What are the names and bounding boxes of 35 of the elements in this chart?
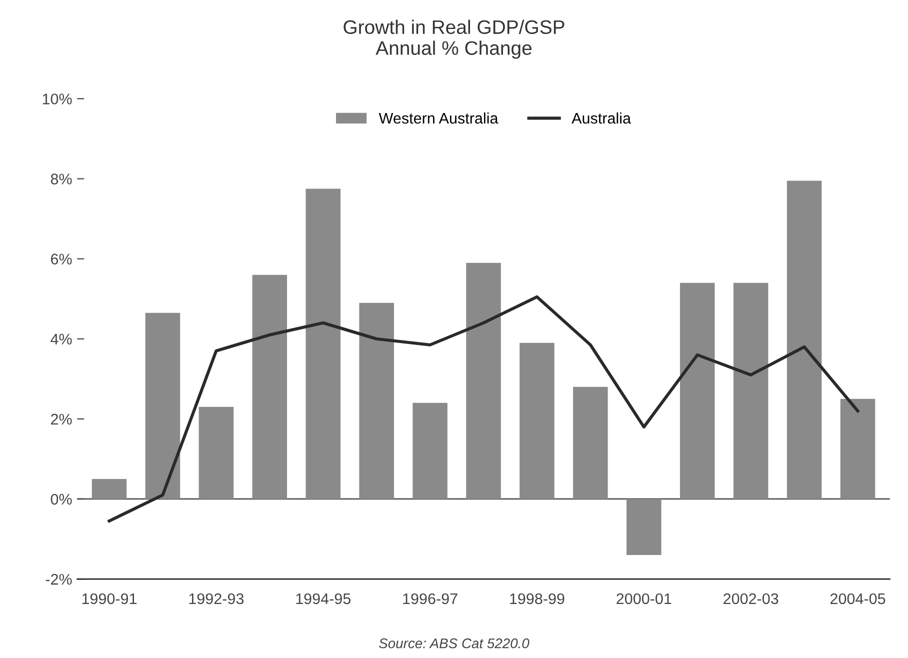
bar <box>626 498 662 556</box>
bar <box>680 282 715 499</box>
bar <box>573 386 608 499</box>
bar <box>412 402 448 499</box>
legend-label: Australia <box>572 112 632 124</box>
y-tick-label: 2% <box>51 414 72 425</box>
x-tick-label: 1998-99 <box>510 593 564 604</box>
bar <box>252 274 288 499</box>
y-tick-label: 6% <box>51 254 72 264</box>
bar <box>145 312 180 499</box>
legend-label: Western Australia <box>378 112 498 124</box>
bar <box>733 282 768 499</box>
x-tick-label: 1990-91 <box>82 593 137 604</box>
bar <box>359 302 394 499</box>
y-tick-label: 0% <box>50 494 72 505</box>
bar <box>306 188 340 499</box>
x-tick-label: 2004-05 <box>830 593 886 604</box>
bar <box>786 180 822 499</box>
y-tick-label: 8% <box>50 174 72 184</box>
y-tick-label: 4% <box>50 334 72 344</box>
x-tick-label: 2002-03 <box>724 593 778 604</box>
bar <box>840 398 876 499</box>
y-tick-label: -2% <box>46 574 72 585</box>
x-tick-label: 1994-95 <box>296 593 351 604</box>
bar <box>92 478 127 499</box>
bar <box>466 262 501 499</box>
line-series <box>108 295 860 523</box>
bar <box>198 406 234 499</box>
y-tick-label: 10% <box>42 94 72 104</box>
x-tick-label: 1996-97 <box>403 593 458 604</box>
source-note: Source: ABS Cat 5220.0 <box>378 638 530 648</box>
x-tick-label: 2000-01 <box>616 593 672 604</box>
x-tick-label: 1992-93 <box>189 593 244 604</box>
bar <box>520 342 554 499</box>
chart-title: Growth in Real GDP/GSP Annual % Change <box>344 20 564 59</box>
